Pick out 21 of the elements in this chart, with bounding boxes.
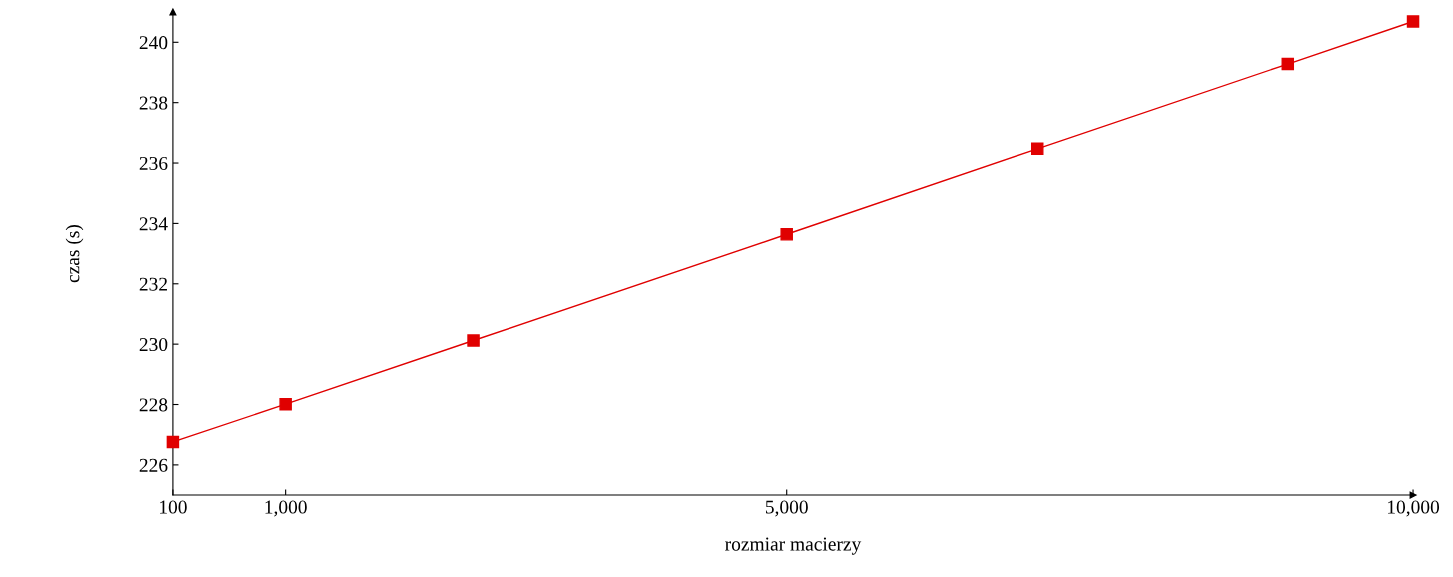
y-tick-label: 228 [139, 398, 168, 412]
point [780, 228, 793, 241]
y-tick-label: 230 [139, 337, 168, 352]
y-tick-label: 232 [139, 277, 167, 291]
x-tick-label: 10,000 [1388, 500, 1440, 517]
point [1406, 15, 1420, 28]
point [1030, 142, 1044, 156]
y-tick-label: 234 [139, 217, 168, 231]
y-tick-label: 236 [139, 156, 168, 170]
point [279, 397, 292, 411]
x-tick-label: 100 [160, 500, 187, 514]
y-tick-label: 240 [139, 36, 168, 50]
y-axis-title: czas (s) [65, 225, 84, 283]
x-axis-title: rozmiar macierzy [725, 537, 862, 555]
x-tick-label: 5,000 [765, 500, 808, 517]
x-tick-label: 1,000 [265, 500, 307, 517]
y-tick-label: 226 [139, 458, 168, 472]
point [467, 334, 480, 347]
point [166, 435, 180, 449]
y-tick-label: 238 [139, 96, 168, 110]
point [1281, 57, 1295, 71]
